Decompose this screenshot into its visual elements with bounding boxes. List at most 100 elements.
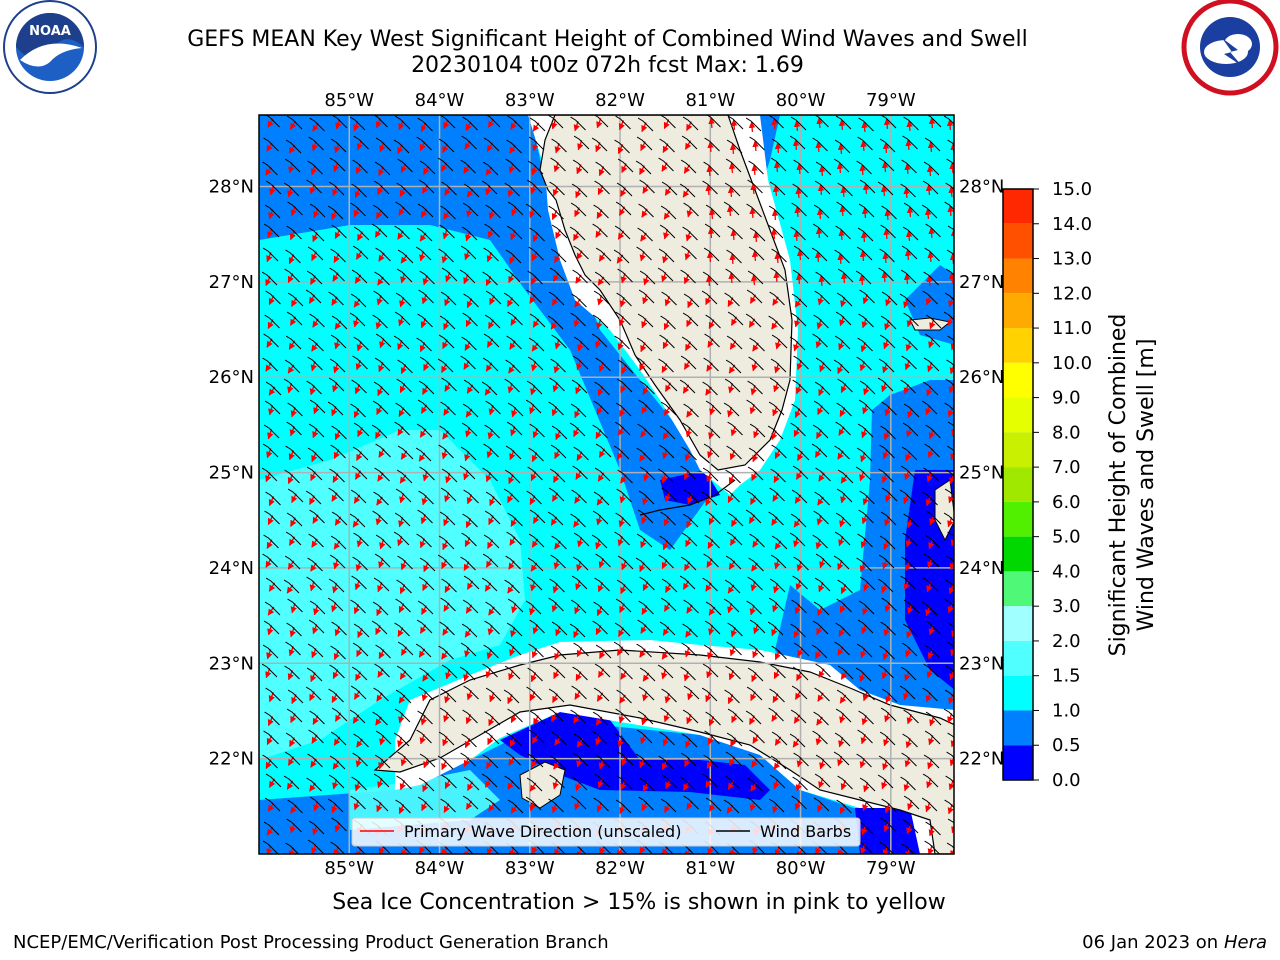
wind-barb xyxy=(485,491,502,506)
wave-arrow xyxy=(290,603,297,614)
wave-arrow xyxy=(595,735,602,746)
wind-barb xyxy=(547,707,564,722)
footer-host: Hera xyxy=(1223,932,1267,953)
wave-arrow xyxy=(508,163,515,174)
wave-arrow xyxy=(796,249,804,261)
wave-arrow xyxy=(683,671,690,682)
wind-barb xyxy=(484,314,501,329)
wind-barb xyxy=(681,733,698,748)
wave-arrow xyxy=(684,451,691,462)
colorbar-segment xyxy=(1003,606,1033,641)
wave-arrow xyxy=(420,514,427,525)
wind-barb xyxy=(415,447,432,462)
wind-barb xyxy=(617,665,633,680)
colorbar-tick-label: 14.0 xyxy=(1052,214,1092,235)
wind-barb xyxy=(529,227,545,242)
wind-barb xyxy=(526,576,543,591)
wave-arrow xyxy=(486,448,493,459)
wind-barb xyxy=(702,271,719,286)
wave-arrow xyxy=(445,272,452,283)
wave-arrow xyxy=(684,647,691,658)
wind-barb xyxy=(328,688,344,703)
wind-barb xyxy=(591,137,608,152)
wave-arrow xyxy=(643,275,650,286)
wind-barb xyxy=(305,686,322,701)
wave-arrow xyxy=(551,119,558,130)
wind-barb xyxy=(416,136,432,151)
wave-arrow xyxy=(511,603,518,614)
wind-barb xyxy=(680,666,696,681)
wind-barb xyxy=(329,468,345,483)
lon-tick-top: 82°W xyxy=(595,90,645,111)
wind-barb xyxy=(616,488,632,503)
wave-arrow xyxy=(552,583,559,594)
wind-barb xyxy=(284,665,300,680)
wind-barb xyxy=(503,292,520,307)
wave-arrow xyxy=(422,275,429,286)
wave-arrow xyxy=(642,294,649,305)
wind-barb xyxy=(393,531,410,546)
wave-arrow xyxy=(509,646,516,657)
wind-barb xyxy=(661,487,677,502)
wave-arrow xyxy=(335,119,342,130)
wind-barb xyxy=(704,424,721,439)
colorbar-segment xyxy=(1003,293,1033,329)
wind-barb xyxy=(703,161,719,176)
wind-barb xyxy=(373,381,390,396)
wind-barb xyxy=(284,268,300,283)
wave-arrow xyxy=(792,139,800,151)
wind-barb xyxy=(330,444,346,459)
wave-arrow xyxy=(726,205,734,217)
wind-barb xyxy=(482,467,498,482)
isle-of-youth xyxy=(519,761,566,809)
wind-barb xyxy=(287,292,304,307)
wave-arrow xyxy=(551,602,558,613)
wind-barb xyxy=(441,181,457,196)
wind-barb xyxy=(660,205,677,220)
wind-barb xyxy=(613,249,630,264)
wind-barb xyxy=(659,535,675,550)
wind-barb xyxy=(549,181,565,196)
wind-barb xyxy=(350,685,367,700)
wind-barb xyxy=(594,381,610,396)
wave-arrow xyxy=(356,537,363,548)
lon-tick-bottom: 81°W xyxy=(685,858,735,879)
wind-barb xyxy=(328,181,345,196)
wind-barb xyxy=(329,358,346,373)
wind-barb xyxy=(330,645,346,660)
wind-barb xyxy=(394,622,410,637)
wave-arrow xyxy=(464,647,471,658)
wind-barb xyxy=(594,577,610,592)
footer-date-text: 06 Jan 2023 on xyxy=(1082,932,1224,953)
wind-barb xyxy=(657,267,674,282)
wind-barb xyxy=(397,249,414,264)
wind-barb xyxy=(284,158,301,173)
wave-arrow xyxy=(487,429,494,440)
wave-arrow xyxy=(903,187,910,199)
wind-barb xyxy=(328,487,344,502)
wind-barb xyxy=(659,621,676,636)
wind-barb xyxy=(262,357,278,372)
wind-barb xyxy=(419,160,436,175)
wind-barb xyxy=(571,489,587,504)
wave-arrow xyxy=(728,272,735,284)
wind-barb xyxy=(264,314,280,329)
lon-tick-top: 83°W xyxy=(505,90,555,111)
wind-barb xyxy=(527,466,543,481)
wind-barb xyxy=(570,795,587,810)
wind-barb xyxy=(595,247,612,262)
wind-barb xyxy=(657,664,674,679)
wind-barb xyxy=(417,399,434,414)
wind-barb xyxy=(329,554,346,569)
wind-barb xyxy=(416,423,433,438)
wind-barb xyxy=(528,533,545,548)
wave-arrow xyxy=(639,251,646,262)
wind-barb xyxy=(481,773,498,788)
wind-barb xyxy=(264,711,280,726)
wind-barb xyxy=(683,599,699,614)
wind-barb xyxy=(615,799,632,814)
colorbar-segment xyxy=(1003,189,1033,224)
wave-arrow xyxy=(772,185,780,197)
wind-barb xyxy=(352,642,369,657)
wind-barb xyxy=(264,601,281,616)
